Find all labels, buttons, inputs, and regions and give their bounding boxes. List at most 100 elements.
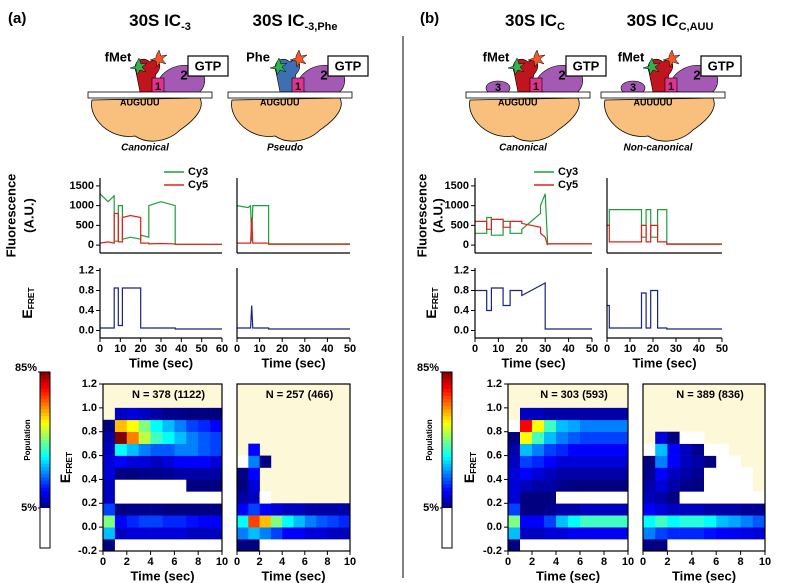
heatmap-cell <box>198 527 211 540</box>
heatmap-cell <box>248 443 260 456</box>
annotation: N = 378 (1122) <box>132 389 205 401</box>
heatmap-cell <box>270 539 283 552</box>
heatmap-cell <box>643 455 656 468</box>
y-tick-label: 0.8 <box>487 426 502 438</box>
column-title: 30S ICC <box>505 11 565 32</box>
heatmap-cell <box>150 527 163 540</box>
heatmap-cell <box>186 455 199 468</box>
heatmap-cell <box>174 455 187 468</box>
colorbar-segment <box>40 477 50 482</box>
heatmap-cell <box>752 539 766 552</box>
heatmap-cell <box>210 407 223 421</box>
colorbar-segment <box>40 443 50 448</box>
heatmap-cell <box>304 539 317 552</box>
heatmap-cell <box>508 503 521 516</box>
trace <box>100 287 222 330</box>
heatmap-cell <box>210 419 223 433</box>
x-tick-label: 10 <box>759 556 771 568</box>
heatmap-cell <box>138 419 151 433</box>
trna-label: fMet <box>105 49 132 64</box>
heatmap-cell <box>544 515 557 528</box>
x-tick-label: 4 <box>553 556 560 568</box>
y-tick-label: 0.8 <box>454 284 469 296</box>
codon: AUG <box>498 97 518 107</box>
heatmap-cell <box>556 407 569 421</box>
heatmap-cell <box>592 467 605 480</box>
x-tick-label: 20 <box>516 343 528 355</box>
heatmap-cell <box>679 491 693 504</box>
if2-label: 2 <box>558 67 565 82</box>
heatmap-cell <box>568 527 581 540</box>
colorbar-segment <box>40 453 50 458</box>
heatmap-cell <box>704 491 717 504</box>
trna-label: fMet <box>618 49 645 64</box>
heatmap-cell <box>532 455 545 468</box>
gtp-label: GTP <box>335 58 362 73</box>
heatmap-cell <box>304 503 317 516</box>
heatmap-cell <box>556 539 569 552</box>
y-tick-label: 1500 <box>445 180 469 192</box>
colorbar-segment <box>442 494 452 499</box>
x-tick-label: 60 <box>216 343 228 355</box>
title-base: 30S IC <box>505 11 557 30</box>
heatmap-cell <box>704 503 717 516</box>
colorbar-segment <box>442 467 452 472</box>
colorbar-segment <box>40 423 50 427</box>
heatmap-cell <box>237 539 249 552</box>
heatmap-cell <box>293 503 306 516</box>
colorbar-segment <box>442 406 452 410</box>
heatmap-cell <box>198 467 211 480</box>
colorbar-segment <box>40 450 50 455</box>
heatmap-cell <box>270 527 283 540</box>
heatmap-cell <box>248 515 260 528</box>
heatmap-cell <box>592 515 605 528</box>
heatmap-cell <box>544 407 557 421</box>
heatmap-cell <box>198 539 211 552</box>
if2-label: 2 <box>693 67 700 82</box>
heatmap-cell <box>150 539 163 552</box>
heatmap-cell <box>604 503 617 516</box>
heatmap-cell <box>114 515 128 528</box>
y-tick-label: 0.0 <box>79 324 94 336</box>
y-tick-label: 1.0 <box>82 402 97 414</box>
heatmap-cell <box>679 515 693 528</box>
heatmap-cell <box>126 419 139 433</box>
annotation: N = 257 (466) <box>266 389 334 401</box>
heatmap-cell <box>186 431 199 444</box>
heatmap-cell <box>186 491 199 504</box>
heatmap-cell <box>114 491 128 504</box>
heatmap-cell <box>544 527 557 540</box>
heatmap-cell <box>667 539 680 552</box>
mrna <box>600 91 726 99</box>
heatmap-cell <box>174 479 187 492</box>
colorbar-segment <box>40 429 50 434</box>
y-tick-label: 1000 <box>70 200 94 212</box>
codon: AUU <box>634 97 654 107</box>
heatmap-cell <box>580 467 593 480</box>
heatmap-cell <box>508 527 521 540</box>
x-tick-label: 2 <box>124 556 130 568</box>
heatmap-cell <box>740 467 754 480</box>
heatmap-cell <box>186 503 199 516</box>
colorbar-segment <box>442 429 452 434</box>
colorbar-segment <box>442 504 452 509</box>
heatmap-cell <box>138 455 151 468</box>
heatmap-cell <box>198 431 211 444</box>
heatmap-cell <box>162 503 175 516</box>
y-tick-label: 0.6 <box>487 449 502 461</box>
x-tick-label: 40 <box>175 343 187 355</box>
x-tick-label: 6 <box>577 556 583 568</box>
heatmap-cell <box>282 515 294 528</box>
trace <box>607 209 722 245</box>
colorbar-segment <box>40 440 50 444</box>
x-tick-label: 30 <box>299 343 311 355</box>
colorbar-segment <box>442 480 452 485</box>
heatmap-cell <box>728 455 741 468</box>
heatmap-cell <box>643 539 656 552</box>
heatmap-cell <box>556 503 569 516</box>
y-axis-label: Fluorescence <box>3 174 18 258</box>
heatmap-cell <box>150 479 163 492</box>
colorbar-segment <box>442 389 452 393</box>
heatmap-cell <box>568 455 581 468</box>
cy3-star <box>642 57 661 76</box>
